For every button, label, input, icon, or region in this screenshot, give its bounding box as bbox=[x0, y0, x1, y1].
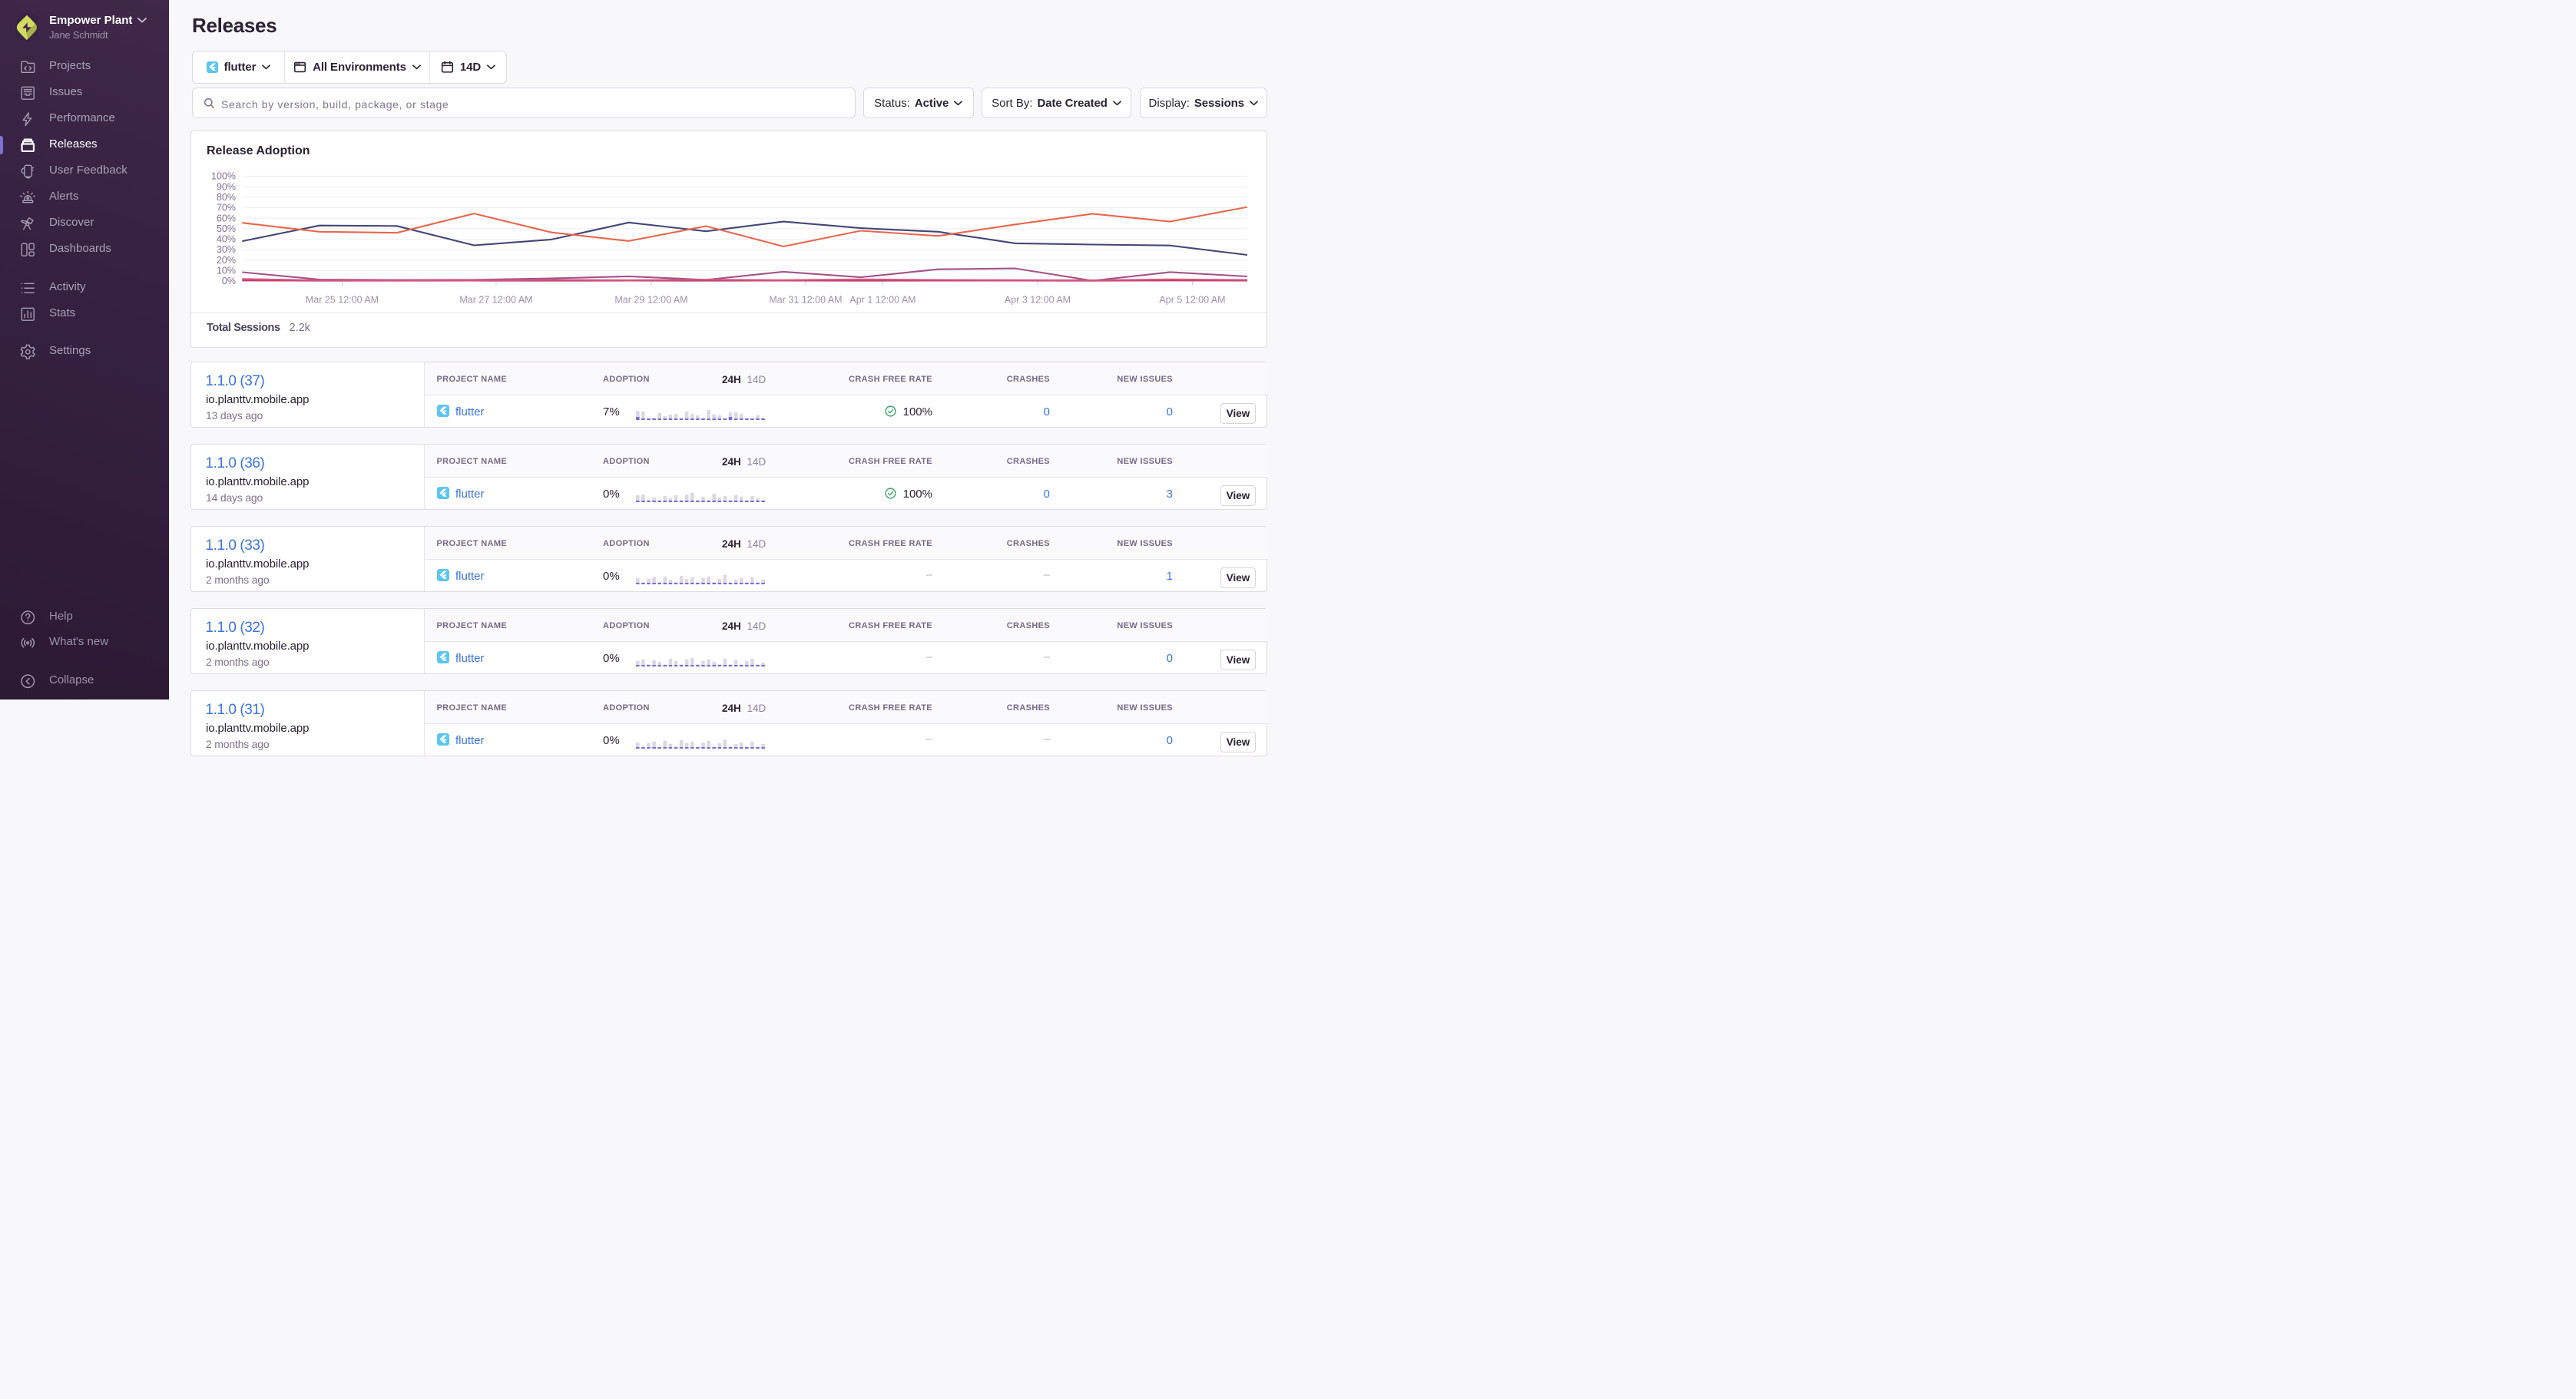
svg-text:90%: 90% bbox=[217, 181, 236, 192]
svg-text:20%: 20% bbox=[217, 254, 236, 265]
svg-text:Mar 27 12:00 AM: Mar 27 12:00 AM bbox=[459, 294, 532, 305]
svg-text:60%: 60% bbox=[217, 213, 236, 223]
svg-text:0%: 0% bbox=[222, 276, 236, 286]
svg-text:Apr 1 12:00 AM: Apr 1 12:00 AM bbox=[849, 294, 916, 305]
svg-text:100%: 100% bbox=[211, 170, 236, 181]
svg-text:10%: 10% bbox=[217, 265, 236, 276]
svg-text:Apr 3 12:00 AM: Apr 3 12:00 AM bbox=[1005, 294, 1071, 305]
svg-text:80%: 80% bbox=[217, 192, 236, 203]
svg-text:Mar 29 12:00 AM: Mar 29 12:00 AM bbox=[614, 294, 687, 305]
svg-text:Mar 25 12:00 AM: Mar 25 12:00 AM bbox=[306, 294, 379, 305]
svg-text:70%: 70% bbox=[217, 202, 236, 213]
svg-text:50%: 50% bbox=[217, 223, 236, 233]
svg-text:Apr 5 12:00 AM: Apr 5 12:00 AM bbox=[1159, 294, 1225, 305]
svg-text:Mar 31 12:00 AM: Mar 31 12:00 AM bbox=[769, 294, 842, 305]
svg-text:30%: 30% bbox=[217, 244, 236, 255]
svg-text:40%: 40% bbox=[217, 233, 236, 244]
